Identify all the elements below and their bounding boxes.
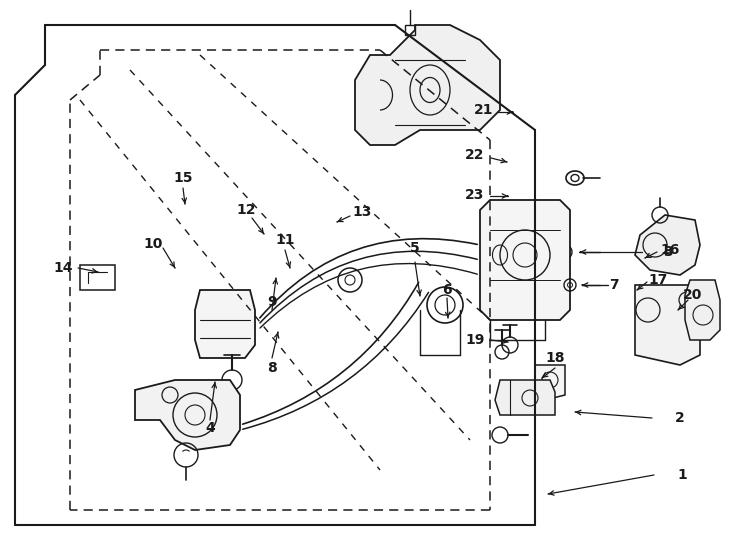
Text: 17: 17 [648,273,668,287]
Text: 1: 1 [677,468,687,482]
Text: 8: 8 [267,361,277,375]
Text: 11: 11 [275,233,295,247]
Text: 4: 4 [205,421,215,435]
Text: 15: 15 [173,171,193,185]
Polygon shape [355,25,500,145]
Polygon shape [635,215,700,275]
Text: 5: 5 [410,241,420,255]
Text: 3: 3 [664,245,673,259]
Polygon shape [635,285,700,365]
Text: 16: 16 [661,243,680,257]
Polygon shape [135,380,240,450]
Polygon shape [535,365,565,400]
Text: 20: 20 [683,288,702,302]
Text: 19: 19 [465,333,484,347]
Text: 14: 14 [54,261,73,275]
Polygon shape [195,290,255,358]
Polygon shape [480,200,570,320]
Text: 12: 12 [236,203,255,217]
Polygon shape [685,280,720,340]
Text: 2: 2 [675,411,685,425]
Text: 9: 9 [267,295,277,309]
Text: 18: 18 [545,351,564,365]
Text: 13: 13 [352,205,371,219]
Text: 22: 22 [465,148,484,162]
Text: 23: 23 [465,188,484,202]
Text: 21: 21 [474,103,494,117]
Text: 10: 10 [143,237,163,251]
Text: 6: 6 [442,283,452,297]
Text: 7: 7 [609,278,619,292]
Polygon shape [495,380,555,415]
